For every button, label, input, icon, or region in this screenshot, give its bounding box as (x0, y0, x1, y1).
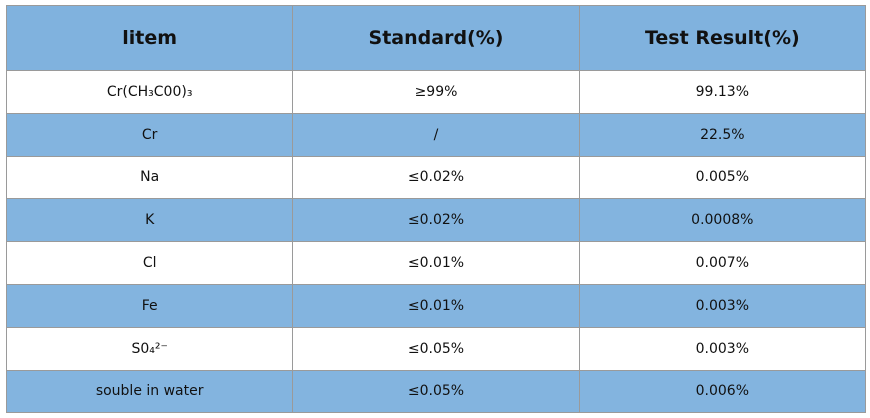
table-row: Fe ≤0.01% 0.003% (5, 283, 867, 328)
table-cell: Cr(CH₃C00)₃ (5, 70, 294, 114)
table-cell: souble in water (5, 369, 294, 414)
table-body: Cr(CH₃C00)₃ ≥99% 99.13% Cr/22.5% Na ≤0.02% 0.0… (5, 70, 867, 414)
table-cell: 0.006% (578, 369, 867, 414)
table-row: Cr/22.5% (5, 112, 867, 157)
table-cell: 0.003% (578, 283, 867, 328)
table-cell: ≤0.01% (292, 241, 580, 285)
table-cell: ≤0.01% (292, 283, 580, 328)
table-cell: ≤0.05% (292, 369, 580, 414)
table-cell: 22.5% (578, 112, 867, 157)
table-cell: 99.13% (578, 70, 867, 114)
table-row: souble in water ≤0.05% 0.006% (5, 369, 867, 414)
table-cell: Cl (5, 241, 294, 285)
table-cell: Cr (5, 112, 294, 157)
header-cell: litem (5, 5, 294, 71)
table-cell: K (5, 198, 294, 243)
table-row: Cl ≤0.01% 0.007% (5, 241, 867, 285)
table-cell: ≤0.05% (292, 326, 580, 371)
table-cell: ≤0.02% (292, 155, 580, 200)
table-cell: ≥99% (292, 70, 580, 114)
table-row: S0₄²⁻ ≤0.05% 0.003% (5, 326, 867, 371)
table-row: Na ≤0.02% 0.005% (5, 155, 867, 200)
table-cell: 0.003% (578, 326, 867, 371)
table-cell: S0₄²⁻ (5, 326, 294, 371)
table-cell: ≤0.02% (292, 198, 580, 243)
table-cell: Fe (5, 283, 294, 328)
table-cell: 0.007% (578, 241, 867, 285)
table-header: litem Standard(%) Test Result(%) (5, 5, 867, 71)
table-cell: 0.005% (578, 155, 867, 200)
table-row: K ≤0.02% 0.0008% (5, 198, 867, 243)
header-cell: Standard(%) (292, 5, 580, 71)
table-cell: Na (5, 155, 294, 200)
header-row: litem Standard(%) Test Result(%) (5, 5, 867, 71)
table-cell: 0.0008% (578, 198, 867, 243)
header-cell: Test Result(%) (578, 5, 867, 71)
table-cell: / (292, 112, 580, 157)
table-row: Cr(CH₃C00)₃ ≥99% 99.13% (5, 70, 867, 114)
data-table: litem Standard(%) Test Result(%) Cr(CH₃C00… (5, 5, 867, 414)
